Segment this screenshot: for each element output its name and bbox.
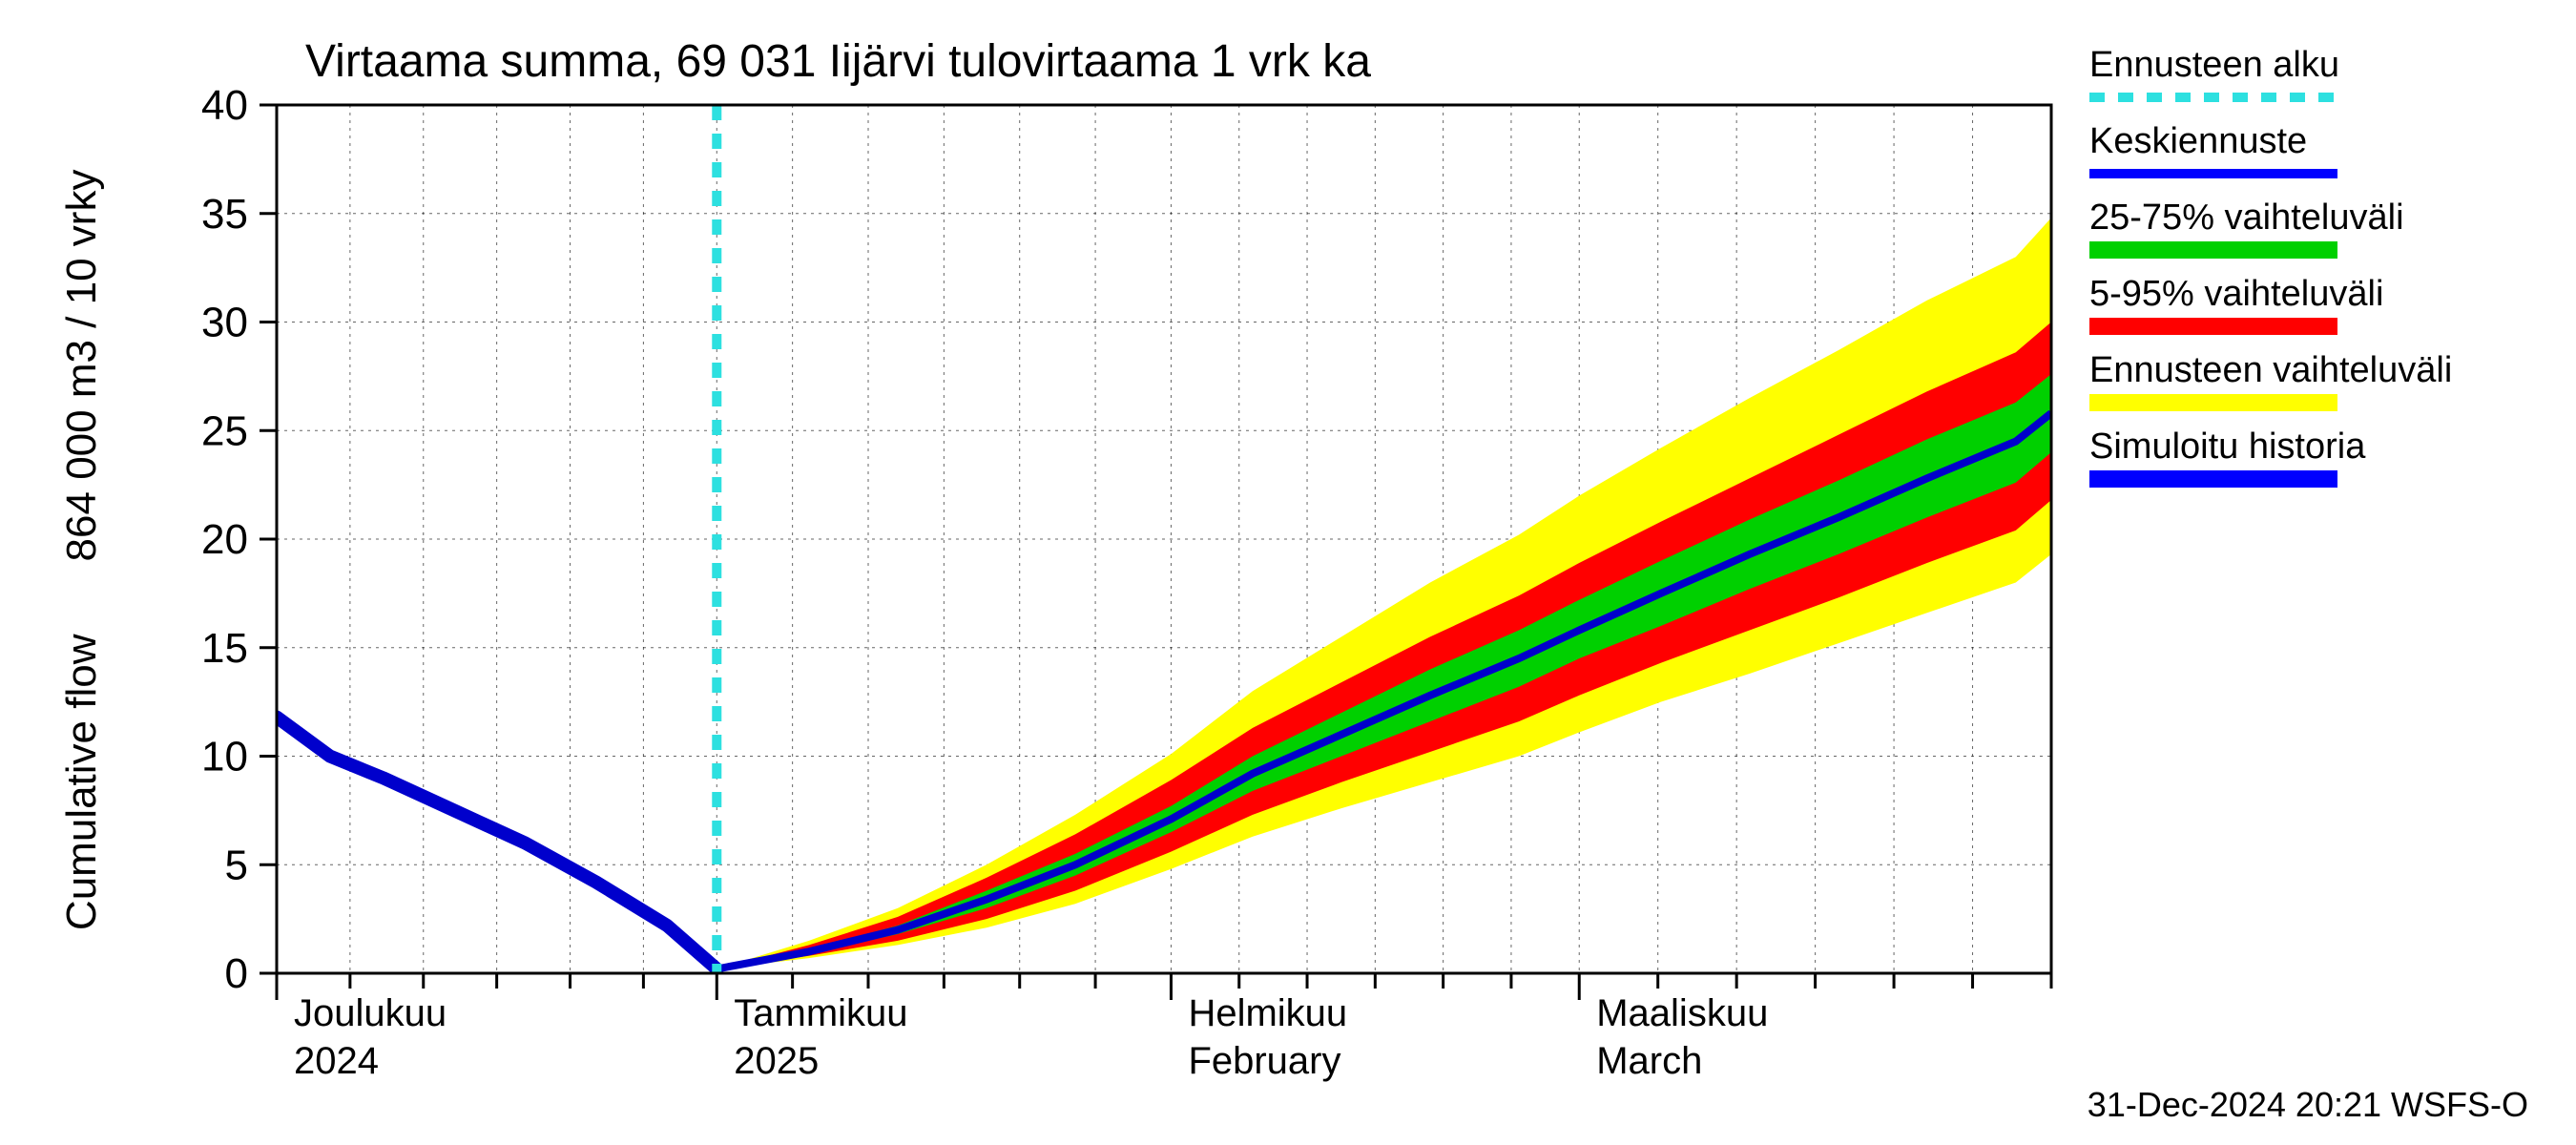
month-label-fi: Tammikuu — [734, 992, 907, 1034]
legend-label: Simuloitu historia — [2089, 427, 2366, 467]
month-label-fi: Joulukuu — [294, 992, 447, 1034]
y-axis-label-name: Cumulative flow — [58, 634, 105, 930]
year-label: 2025 — [734, 1040, 819, 1082]
chart-svg: 0510152025303540Joulukuu2024Tammikuu2025… — [0, 0, 2576, 1145]
legend-label: Ennusteen vaihteluväli — [2089, 350, 2452, 390]
legend-label: 5-95% vaihteluväli — [2089, 274, 2383, 314]
month-label-fi: Helmikuu — [1188, 992, 1347, 1034]
ytick-label: 15 — [201, 625, 248, 672]
legend-label: 25-75% vaihteluväli — [2089, 198, 2404, 238]
legend-label: Ennusteen alku — [2089, 45, 2339, 85]
chart-title: Virtaama summa, 69 031 Iijärvi tulovirta… — [305, 36, 1371, 87]
ytick-label: 20 — [201, 516, 248, 563]
chart-container: 0510152025303540Joulukuu2024Tammikuu2025… — [0, 0, 2576, 1145]
ytick-label: 0 — [225, 950, 248, 997]
ytick-label: 5 — [225, 842, 248, 888]
ytick-label: 35 — [201, 191, 248, 238]
ytick-label: 10 — [201, 734, 248, 781]
month-label-en: March — [1596, 1040, 1702, 1082]
legend-label: Keskiennuste — [2089, 121, 2307, 161]
ytick-label: 30 — [201, 300, 248, 346]
year-label: 2024 — [294, 1040, 379, 1082]
y-axis-label-units: 864 000 m3 / 10 vrky — [58, 170, 105, 562]
footer-timestamp: 31-Dec-2024 20:21 WSFS-O — [2088, 1085, 2528, 1124]
ytick-label: 40 — [201, 82, 248, 129]
month-label-fi: Maaliskuu — [1596, 992, 1768, 1034]
ytick-label: 25 — [201, 407, 248, 454]
month-label-en: February — [1188, 1040, 1340, 1082]
